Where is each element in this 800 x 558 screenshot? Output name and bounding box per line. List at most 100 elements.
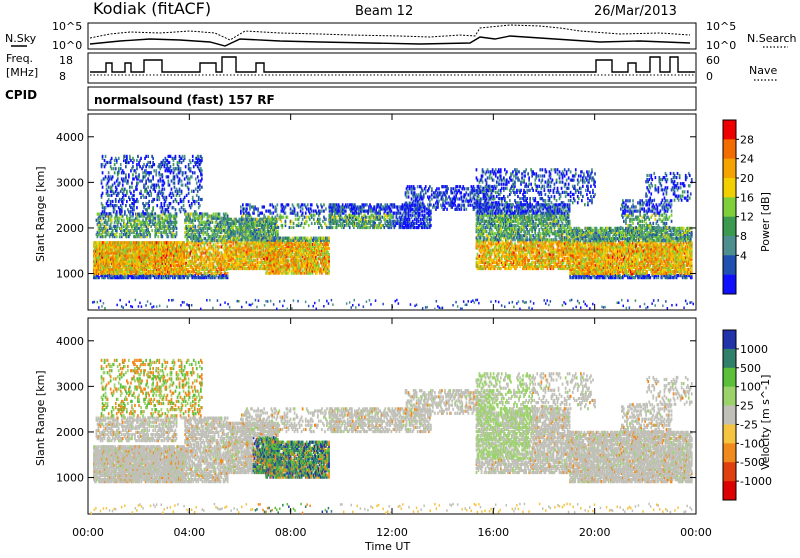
freq-panel-frame <box>88 53 696 83</box>
beam-title: Beam 12 <box>355 4 413 19</box>
date-title: 26/Mar/2013 <box>594 4 677 19</box>
heatmap-cell <box>197 175 199 178</box>
heatmap-cell <box>150 179 152 182</box>
heatmap-cell <box>211 227 213 230</box>
heatmap-cell <box>307 237 309 240</box>
heatmap-cell <box>133 194 135 197</box>
heatmap-cell <box>121 225 123 228</box>
heatmap-cell <box>168 210 170 213</box>
heatmap-cell <box>137 155 139 158</box>
heatmap-cell <box>188 192 190 195</box>
heatmap-cell <box>202 247 204 250</box>
heatmap-cell <box>154 212 156 215</box>
heatmap-cell <box>108 171 110 174</box>
heatmap-cell <box>102 186 104 189</box>
heatmap-cell <box>148 165 150 168</box>
heatmap-cell <box>156 204 158 207</box>
heatmap-cell <box>210 258 212 261</box>
heatmap-cell <box>122 184 124 187</box>
heatmap-cell <box>188 188 190 191</box>
heatmap-cell <box>117 177 119 180</box>
heatmap-cell <box>147 186 149 189</box>
heatmap-cell <box>102 210 104 213</box>
heatmap-cell <box>213 243 215 246</box>
heatmap-cell <box>102 171 104 174</box>
noise-sky-trace <box>90 36 690 46</box>
heatmap-cell <box>125 173 127 176</box>
heatmap-cell <box>184 177 186 180</box>
heatmap-cell <box>180 210 182 213</box>
heatmap-cell <box>131 219 133 222</box>
heatmap-cell <box>150 171 152 174</box>
heatmap-cell <box>190 213 192 216</box>
heatmap-cell <box>148 200 150 203</box>
heatmap-cell <box>181 179 183 182</box>
heatmap-cell <box>153 169 155 172</box>
heatmap-cell <box>188 233 190 236</box>
heatmap-cell <box>164 188 166 191</box>
heatmap-cell <box>119 198 121 201</box>
heatmap-cell <box>140 157 142 160</box>
heatmap-cell <box>201 177 203 180</box>
heatmap-cell <box>288 259 290 262</box>
heatmap-cell <box>131 225 133 228</box>
heatmap-cell <box>133 159 135 162</box>
heatmap-cell <box>101 179 103 182</box>
heatmap-cell <box>169 184 171 187</box>
heatmap-cell <box>98 276 100 279</box>
heatmap-cell <box>195 177 197 180</box>
heatmap-cell <box>162 188 164 191</box>
heatmap-cell <box>212 221 214 224</box>
heatmap-cell <box>133 190 135 193</box>
heatmap-cell <box>189 182 191 185</box>
heatmap-cell <box>136 206 138 209</box>
heatmap-cell <box>123 177 125 180</box>
heatmap-cell <box>108 204 110 207</box>
heatmap-cell <box>139 179 141 182</box>
heatmap-cell <box>177 175 179 178</box>
heatmap-cell <box>175 208 177 211</box>
heatmap-cell <box>192 171 194 174</box>
heatmap-cell <box>129 198 131 201</box>
heatmap-cell <box>112 200 114 203</box>
heatmap-cell <box>177 161 179 164</box>
heatmap-cell <box>105 155 107 158</box>
heatmap-cell <box>198 155 200 158</box>
heatmap-cell <box>131 182 133 185</box>
heatmap-cell <box>147 212 149 215</box>
heatmap-cell <box>192 223 194 226</box>
noise-right-label: N.Search <box>747 32 797 45</box>
heatmap-cell <box>194 200 196 203</box>
heatmap-cell <box>168 235 170 238</box>
heatmap-cell <box>111 167 113 170</box>
heatmap-cell <box>157 235 159 238</box>
heatmap-cell <box>180 167 182 170</box>
heatmap-cell <box>192 155 194 158</box>
heatmap-cell <box>195 188 197 191</box>
heatmap-cell <box>150 225 152 228</box>
heatmap-cell <box>170 192 172 195</box>
heatmap-cell <box>129 155 131 158</box>
heatmap-cell <box>102 223 104 226</box>
heatmap-cell <box>196 194 198 197</box>
heatmap-cell <box>112 229 114 232</box>
heatmap-cell <box>184 196 186 199</box>
heatmap-cell <box>101 219 103 222</box>
heatmap-cell <box>173 163 175 166</box>
heatmap-cell <box>118 192 120 195</box>
heatmap-cell <box>181 206 183 209</box>
heatmap-cell <box>126 190 128 193</box>
heatmap-cell <box>115 198 117 201</box>
heatmap-cell <box>137 200 139 203</box>
heatmap-cell <box>135 171 137 174</box>
heatmap-cell <box>126 200 128 203</box>
heatmap-cell <box>191 256 193 259</box>
heatmap-cell <box>120 167 122 170</box>
heatmap-cell <box>193 190 195 193</box>
heatmap-cell <box>188 200 190 203</box>
noise-right-tick-bottom: 10^0 <box>706 39 736 52</box>
heatmap-cell <box>164 196 166 199</box>
heatmap-cell <box>186 194 188 197</box>
heatmap-cell <box>174 182 176 185</box>
heatmap-cell <box>171 215 173 218</box>
